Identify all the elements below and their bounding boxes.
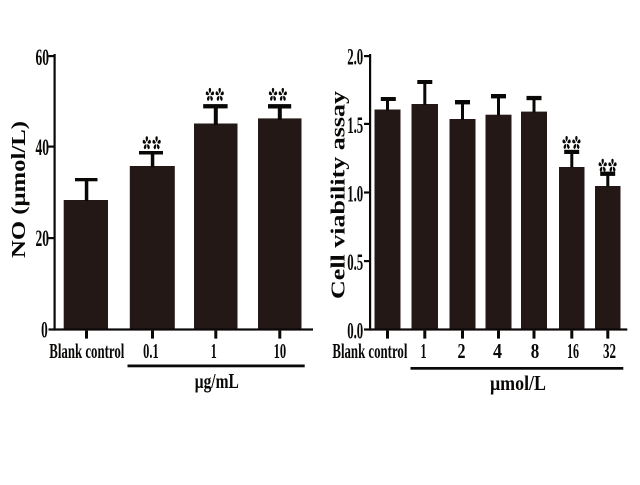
svg-text:0.1: 0.1 [143, 339, 159, 363]
svg-text:0.0: 0.0 [347, 319, 363, 344]
svg-text:16: 16 [567, 339, 579, 363]
svg-text:60: 60 [36, 45, 50, 70]
svg-text:Blank control: Blank control [49, 339, 124, 363]
svg-text:1.0: 1.0 [347, 182, 363, 207]
svg-text:Blank control: Blank control [332, 339, 407, 363]
svg-text:10: 10 [274, 339, 287, 363]
svg-text:μg/mL: μg/mL [195, 369, 239, 393]
svg-text:0: 0 [41, 318, 48, 343]
svg-text:1.5: 1.5 [347, 113, 363, 138]
svg-text:NO (μmol/L): NO (μmol/L) [8, 121, 30, 258]
svg-text:1: 1 [211, 339, 217, 363]
svg-text:0.5: 0.5 [347, 250, 363, 275]
svg-text:2: 2 [458, 339, 466, 363]
svg-text:32: 32 [603, 339, 616, 363]
svg-text:2.0: 2.0 [347, 44, 363, 69]
svg-text:μmol/L: μmol/L [490, 371, 546, 395]
svg-text:4: 4 [493, 339, 502, 363]
svg-text:8: 8 [531, 339, 540, 363]
svg-text:1: 1 [421, 339, 427, 363]
svg-text:Cell viability assay: Cell viability assay [328, 91, 350, 299]
svg-text:20: 20 [36, 226, 50, 251]
svg-text:40: 40 [36, 135, 50, 160]
